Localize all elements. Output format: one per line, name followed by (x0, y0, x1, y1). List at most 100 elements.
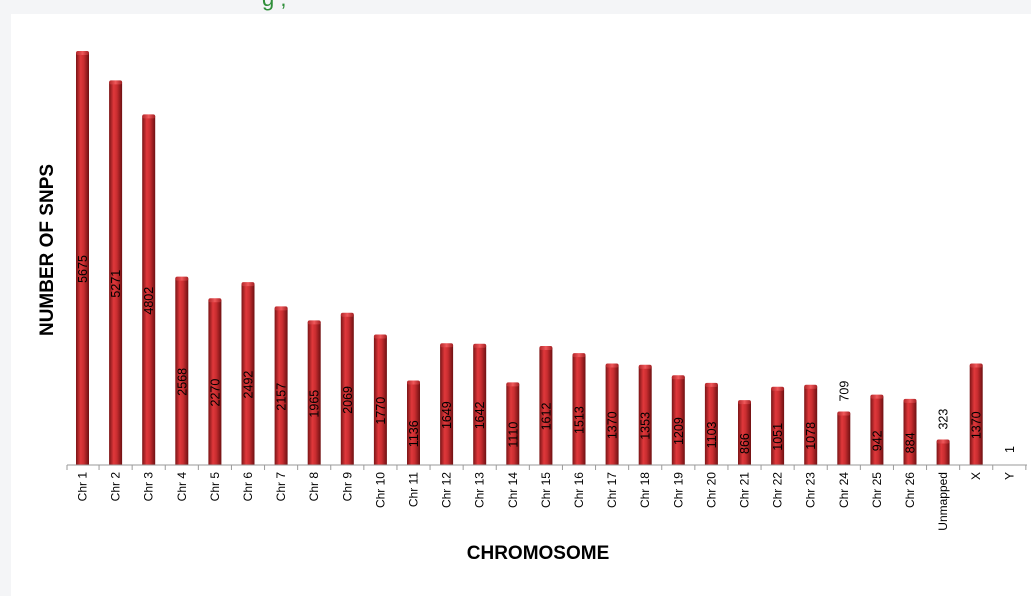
bar-cap (109, 80, 123, 85)
data-label: 5675 (76, 255, 90, 283)
bar (671, 377, 685, 465)
bar-cap (208, 298, 222, 303)
bar (539, 347, 553, 465)
bar (142, 116, 156, 465)
x-tick-label: Chr 14 (506, 472, 520, 508)
bar-cap (340, 312, 354, 317)
x-ticks-group: Chr 1 Chr 2 Chr 3 Chr 4 Chr 5 Chr 6 Chr 7 Chr 8… (66, 465, 1027, 531)
bar (175, 278, 189, 465)
data-label: 1649 (440, 401, 454, 429)
x-tick-label: Chr 19 (671, 472, 685, 508)
bar-cap (671, 375, 685, 380)
x-tick-label: Chr 12 (440, 472, 454, 508)
data-label: 1 (1003, 446, 1017, 453)
bar (274, 308, 288, 465)
bar-cap (539, 345, 553, 350)
x-tick-label: Unmapped (936, 472, 950, 531)
x-tick-label: Chr 13 (473, 472, 487, 508)
bar (738, 402, 751, 465)
data-label: 1513 (573, 406, 587, 434)
bar-cap (870, 394, 884, 399)
bar (208, 300, 222, 465)
data-label: 1353 (639, 412, 653, 440)
bar-cap (142, 114, 156, 119)
x-axis-label: CHROMOSOME (467, 543, 610, 564)
x-tick-label: Chr 3 (142, 472, 156, 502)
bar (605, 365, 619, 465)
x-tick-label: Chr 1 (76, 472, 90, 502)
x-tick-label: Chr 4 (175, 472, 189, 502)
data-label: 2568 (175, 368, 189, 396)
x-tick-label: Chr 24 (837, 472, 851, 508)
bar (704, 384, 718, 465)
bar-cap (407, 380, 420, 385)
bar-cap (473, 343, 487, 348)
x-tick-label: Chr 6 (241, 472, 255, 502)
data-label: 1209 (672, 417, 686, 445)
data-label: 709 (837, 381, 851, 402)
bar-cap (440, 343, 454, 348)
data-label: 4802 (142, 287, 156, 315)
bar-cap (373, 334, 387, 339)
bar (771, 388, 785, 465)
bar (340, 314, 354, 465)
y-axis-label: NUMBER OF SNPS (37, 164, 58, 336)
top-strip: g , (0, 0, 1031, 12)
data-label: 1370 (606, 411, 620, 439)
bar-cap (969, 363, 983, 368)
bar (870, 396, 884, 465)
bar-cap (738, 400, 751, 405)
x-tick-label: Chr 10 (373, 472, 387, 508)
bar-cap (274, 306, 288, 311)
bars-group: 5675 5271 4802 2568 2270 2492 2157 1965 2069 1770… (76, 51, 1017, 465)
data-label: 2492 (242, 371, 256, 399)
x-tick-label: Y (1002, 472, 1016, 480)
bar-cap (175, 276, 189, 281)
bar (506, 384, 520, 465)
x-tick-label: Chr 15 (539, 472, 553, 508)
bar-cap (241, 282, 255, 287)
data-label: 2157 (275, 383, 289, 411)
x-tick-label: Chr 2 (109, 472, 123, 502)
bar-cap (605, 363, 619, 368)
x-tick-label: Chr 16 (572, 472, 586, 508)
data-label: 323 (937, 409, 951, 430)
data-label: 1370 (970, 411, 984, 439)
bar (76, 53, 89, 465)
data-label: 1103 (705, 421, 719, 448)
bar-cap (903, 398, 917, 403)
x-tick-label: Chr 21 (738, 472, 752, 508)
bar (473, 345, 487, 465)
data-label: 1136 (407, 420, 421, 447)
bar (936, 441, 950, 465)
data-label: 1051 (771, 423, 785, 451)
bar-cap (307, 320, 321, 325)
bar (638, 366, 652, 465)
data-label: 2069 (341, 386, 355, 414)
x-tick-label: Chr 20 (704, 472, 718, 508)
data-label: 1770 (374, 397, 388, 425)
x-tick-label: Chr 25 (870, 472, 884, 508)
data-label: 1612 (539, 403, 553, 431)
data-label: 866 (738, 433, 752, 454)
bar (572, 355, 586, 465)
data-label: 1078 (804, 422, 818, 450)
bar (373, 336, 387, 465)
bar (109, 82, 123, 465)
bar (307, 322, 321, 465)
x-tick-label: Chr 8 (307, 472, 321, 502)
x-tick-label: Chr 18 (638, 472, 652, 508)
x-tick-label: X (969, 472, 983, 480)
x-tick-label: Chr 9 (340, 472, 354, 502)
bar (440, 345, 454, 465)
x-tick-label: Chr 11 (407, 472, 421, 507)
bar (241, 284, 255, 465)
x-tick-label: Chr 5 (208, 472, 222, 502)
bar (903, 400, 917, 465)
data-label: 2270 (208, 379, 222, 407)
x-tick-label: Chr 7 (274, 472, 288, 502)
data-label: 1965 (308, 390, 322, 418)
header-fragment: g , (262, 0, 286, 12)
bar (837, 413, 851, 465)
bar-cap (704, 382, 718, 387)
